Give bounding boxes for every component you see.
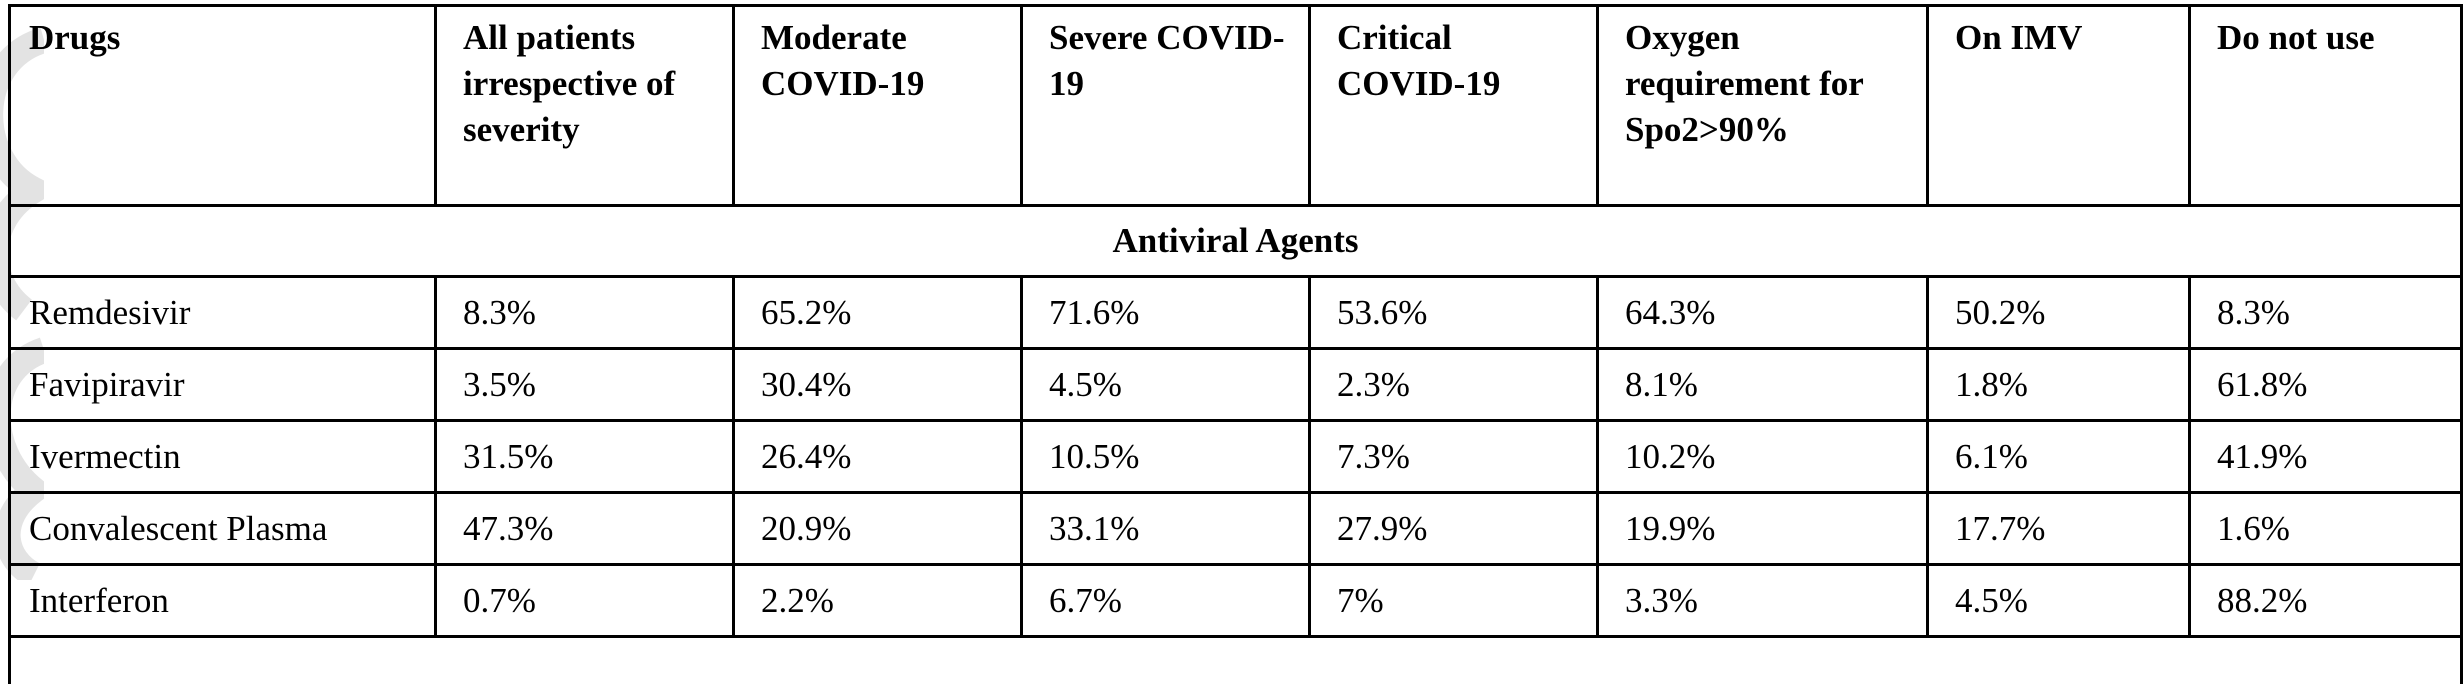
table-cell: 4.5% — [1022, 349, 1310, 421]
table-cell: 33.1% — [1022, 493, 1310, 565]
table-cell: 61.8% — [2190, 349, 2462, 421]
table-cell: 65.2% — [734, 277, 1022, 349]
table-cell: 41.9% — [2190, 421, 2462, 493]
section-row: Antiviral Agents — [10, 206, 2462, 277]
table-cell: 3.5% — [436, 349, 734, 421]
table-cell: 27.9% — [1310, 493, 1598, 565]
header-moderate: Moderate COVID-19 — [734, 6, 1022, 206]
table-cell: 71.6% — [1022, 277, 1310, 349]
table-cell: 4.5% — [1928, 565, 2190, 637]
table-cell: 50.2% — [1928, 277, 2190, 349]
table-cell: 20.9% — [734, 493, 1022, 565]
header-all-patients: All patients irrespective of severity — [436, 6, 734, 206]
table-cell: 0.7% — [436, 565, 734, 637]
table-cell: 8.3% — [2190, 277, 2462, 349]
table-cell: 8.1% — [1598, 349, 1928, 421]
table-row: Favipiravir 3.5% 30.4% 4.5% 2.3% 8.1% 1.… — [10, 349, 2462, 421]
table-cell: 7.3% — [1310, 421, 1598, 493]
table-cell: 7% — [1310, 565, 1598, 637]
drug-name: Convalescent Plasma — [10, 493, 436, 565]
header-row: Drugs All patients irrespective of sever… — [10, 6, 2462, 206]
table-row: Interferon 0.7% 2.2% 6.7% 7% 3.3% 4.5% 8… — [10, 565, 2462, 637]
table-cell: 3.3% — [1598, 565, 1928, 637]
table-row: Ivermectin 31.5% 26.4% 10.5% 7.3% 10.2% … — [10, 421, 2462, 493]
table-cell: 10.2% — [1598, 421, 1928, 493]
header-do-not-use: Do not use — [2190, 6, 2462, 206]
drug-name: Interferon — [10, 565, 436, 637]
table-cell: 6.7% — [1022, 565, 1310, 637]
table-footer-row — [10, 637, 2462, 684]
section-title: Antiviral Agents — [10, 206, 2462, 277]
table-cell: 30.4% — [734, 349, 1022, 421]
table-cell: 64.3% — [1598, 277, 1928, 349]
table-cell: 47.3% — [436, 493, 734, 565]
table-cell: 6.1% — [1928, 421, 2190, 493]
table-cell: 2.3% — [1310, 349, 1598, 421]
table-cell: 53.6% — [1310, 277, 1598, 349]
header-on-imv: On IMV — [1928, 6, 2190, 206]
table-cell: 31.5% — [436, 421, 734, 493]
table-row: Remdesivir 8.3% 65.2% 71.6% 53.6% 64.3% … — [10, 277, 2462, 349]
table-cell: 19.9% — [1598, 493, 1928, 565]
header-drugs: Drugs — [10, 6, 436, 206]
table-cell: 1.8% — [1928, 349, 2190, 421]
table-cell: 88.2% — [2190, 565, 2462, 637]
drug-usage-table: Drugs All patients irrespective of sever… — [8, 4, 2463, 684]
table-row: Convalescent Plasma 47.3% 20.9% 33.1% 27… — [10, 493, 2462, 565]
table-footer-cell — [10, 637, 2462, 684]
table-cell: 2.2% — [734, 565, 1022, 637]
drug-name: Remdesivir — [10, 277, 436, 349]
drug-name: Favipiravir — [10, 349, 436, 421]
table-cell: 17.7% — [1928, 493, 2190, 565]
header-severe: Severe COVID-19 — [1022, 6, 1310, 206]
header-critical: Critical COVID-19 — [1310, 6, 1598, 206]
drug-name: Ivermectin — [10, 421, 436, 493]
table-cell: 10.5% — [1022, 421, 1310, 493]
table-cell: 1.6% — [2190, 493, 2462, 565]
table-cell: 26.4% — [734, 421, 1022, 493]
header-oxygen-requirement: Oxygen requirement for Spo2>90% — [1598, 6, 1928, 206]
table-cell: 8.3% — [436, 277, 734, 349]
